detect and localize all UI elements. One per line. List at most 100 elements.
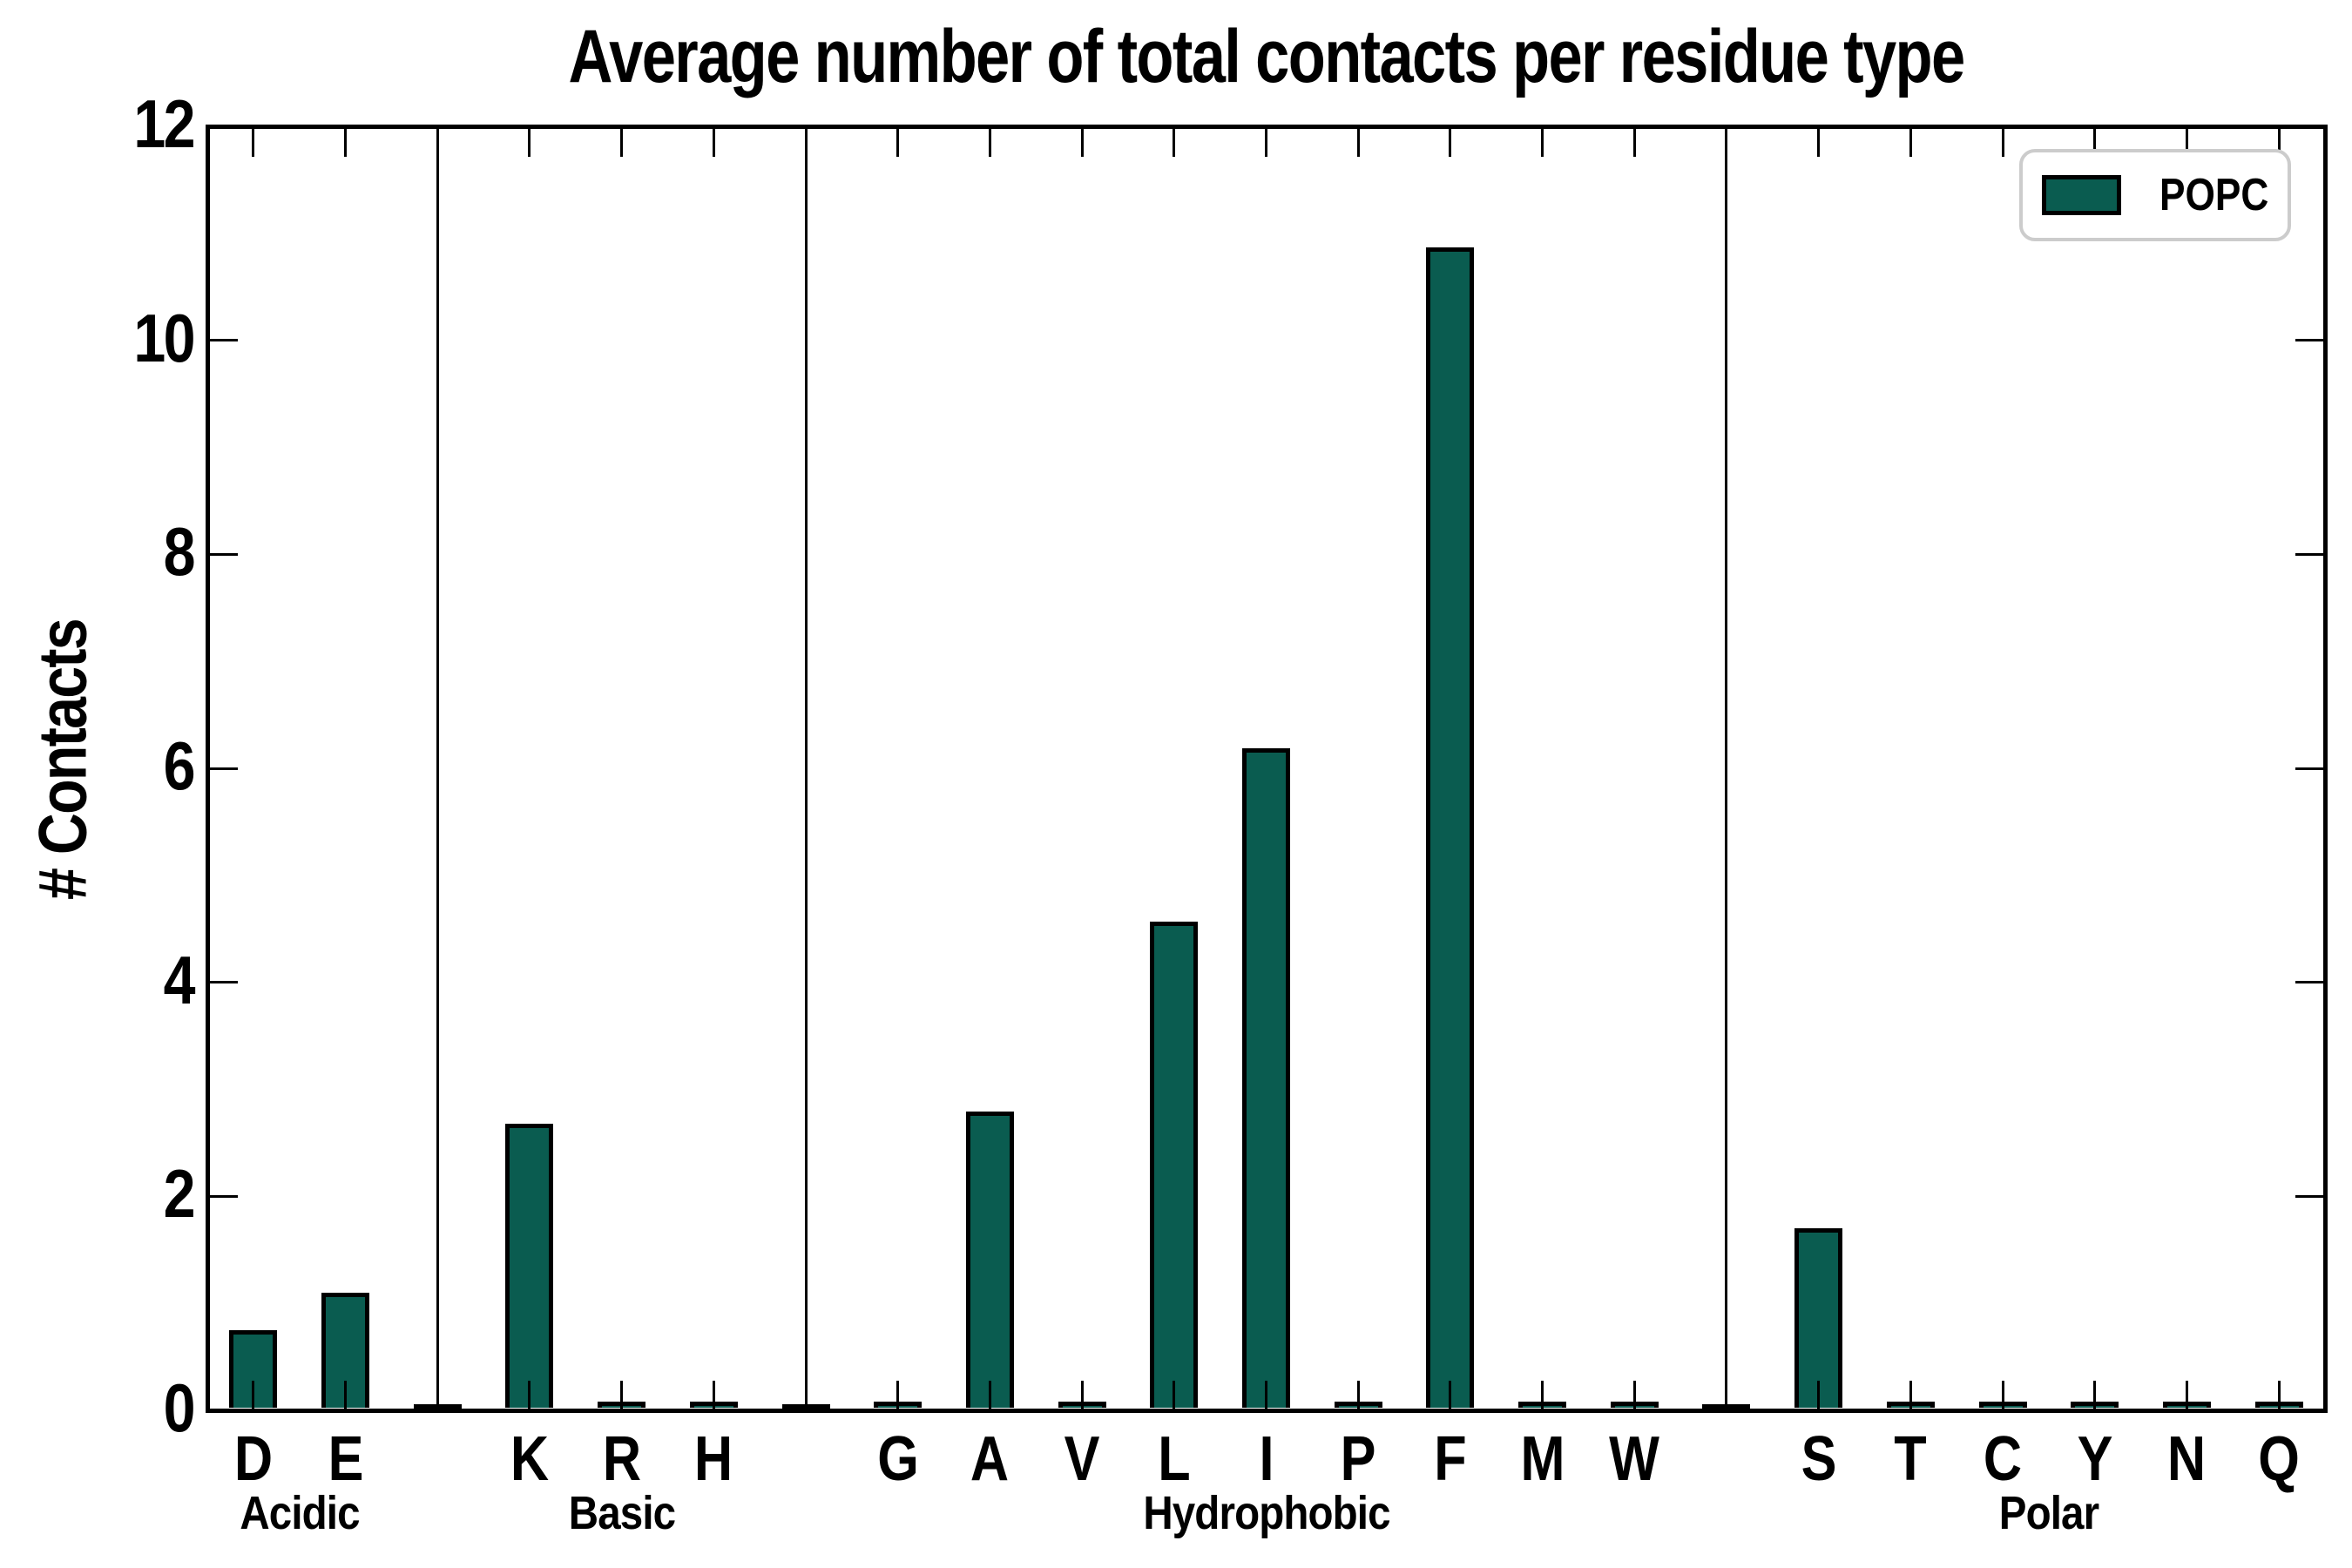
group-label-polar: Polar <box>1998 1487 2099 1539</box>
bar-A <box>965 1112 1014 1409</box>
x-tick-label-S: S <box>1801 1424 1837 1494</box>
x-axis-tick-D <box>252 1380 255 1409</box>
y-axis-tick-8 <box>209 552 238 556</box>
x-axis-spine <box>205 1408 2328 1413</box>
y-axis-right-tick-8 <box>2295 552 2323 556</box>
x-tick-label-G: G <box>876 1424 919 1494</box>
x-axis-tick-G <box>896 1380 900 1409</box>
x-tick-label-C: C <box>1983 1424 2023 1494</box>
x-tick-label-T: T <box>1894 1424 1928 1494</box>
x-tick-label-F: F <box>1434 1424 1467 1494</box>
x-axis-tick-R <box>620 1380 624 1409</box>
bar-K <box>505 1123 554 1409</box>
x-axis-top-tick-R <box>620 128 624 157</box>
x-axis-tick-F <box>1449 1380 1452 1409</box>
x-tick-label-R: R <box>602 1424 641 1494</box>
x-axis-top-tick-Q <box>2277 128 2281 157</box>
x-axis-tick-A <box>988 1380 991 1409</box>
y-axis-right-tick-2 <box>2295 1194 2323 1198</box>
x-axis-top-tick-G <box>896 128 900 157</box>
x-axis-top-tick-N <box>2185 128 2188 157</box>
x-tick-label-D: D <box>233 1424 273 1494</box>
y-axis-spine <box>205 124 210 1413</box>
x-axis-tick-S <box>1817 1380 1821 1409</box>
x-axis-tick-N <box>2185 1380 2188 1409</box>
y-axis-tick-6 <box>209 767 238 770</box>
x-axis-tick-V <box>1080 1380 1084 1409</box>
y-tick-label-12: 12 <box>133 84 195 162</box>
bar-I <box>1242 747 1290 1409</box>
legend: POPC <box>2019 149 2291 241</box>
x-axis-tick-P <box>1356 1380 1360 1409</box>
x-tick-label-Y: Y <box>2077 1424 2113 1494</box>
y-axis-right-tick-4 <box>2295 981 2323 984</box>
x-axis-top-tick-H <box>712 128 715 157</box>
chart-title: Average number of total contacts per res… <box>568 15 1965 98</box>
y-tick-label-4: 4 <box>163 941 196 1018</box>
x-axis-tick-K <box>528 1380 531 1409</box>
group-divider <box>804 126 808 1410</box>
group-label-hydrophobic: Hydrophobic <box>1142 1487 1390 1539</box>
x-axis-top-tick-I <box>1265 128 1267 157</box>
x-axis-top-tick-K <box>528 128 531 157</box>
y-axis-tick-10 <box>209 339 238 342</box>
y-axis-tick-2 <box>209 1194 238 1198</box>
x-axis-tick-W <box>1632 1380 1636 1409</box>
y-tick-label-2: 2 <box>163 1155 196 1233</box>
y-axis-right-tick-10 <box>2295 339 2323 342</box>
x-axis-top-tick-S <box>1817 128 1821 157</box>
y-tick-label-8: 8 <box>163 513 196 591</box>
x-axis-tick-M <box>1541 1380 1544 1409</box>
y-tick-label-0: 0 <box>163 1369 196 1446</box>
x-tick-label-M: M <box>1520 1424 1565 1494</box>
x-axis-top-tick-T <box>1909 128 1912 157</box>
y-tick-label-6: 6 <box>163 727 196 804</box>
x-axis-tick-T <box>1909 1380 1912 1409</box>
legend-swatch-popc <box>2042 175 2121 215</box>
x-axis-tick-Y <box>2093 1380 2097 1409</box>
right-spine <box>2322 124 2328 1413</box>
x-tick-label-V: V <box>1064 1424 1100 1494</box>
x-axis-top-tick-W <box>1632 128 1636 157</box>
group-label-acidic: Acidic <box>240 1487 360 1539</box>
x-tick-label-K: K <box>510 1424 550 1494</box>
x-axis-top-tick-Y <box>2093 128 2097 157</box>
x-tick-label-Q: Q <box>2258 1424 2300 1494</box>
x-tick-label-L: L <box>1158 1424 1191 1494</box>
group-label-basic: Basic <box>568 1487 675 1539</box>
x-tick-label-I: I <box>1258 1424 1274 1494</box>
bar-S <box>1794 1228 1843 1409</box>
x-axis-tick-C <box>2001 1380 2004 1409</box>
top-spine <box>205 124 2328 129</box>
x-axis-top-tick-M <box>1541 128 1544 157</box>
bar-F <box>1426 247 1475 1409</box>
x-axis-tick-Q <box>2277 1380 2281 1409</box>
x-axis-tick-I <box>1265 1380 1267 1409</box>
x-tick-label-E: E <box>328 1424 363 1494</box>
x-axis-top-tick-D <box>252 128 255 157</box>
zero-bar-bump <box>1702 1403 1751 1409</box>
x-tick-label-N: N <box>2167 1424 2207 1494</box>
legend-label: POPC <box>2159 170 2268 220</box>
x-axis-top-tick-P <box>1356 128 1360 157</box>
x-tick-label-H: H <box>694 1424 733 1494</box>
x-axis-top-tick-A <box>988 128 991 157</box>
y-axis-tick-4 <box>209 981 238 984</box>
x-axis-top-tick-L <box>1173 128 1176 157</box>
x-axis-tick-H <box>712 1380 715 1409</box>
x-axis-top-tick-C <box>2001 128 2004 157</box>
y-tick-label-10: 10 <box>133 299 195 376</box>
x-axis-tick-L <box>1173 1380 1176 1409</box>
zero-bar-bump <box>781 1403 830 1409</box>
y-axis-right-tick-6 <box>2295 767 2323 770</box>
x-tick-label-P: P <box>1340 1424 1376 1494</box>
group-divider <box>436 126 439 1410</box>
x-axis-top-tick-E <box>344 128 348 157</box>
x-axis-tick-E <box>344 1380 348 1409</box>
x-axis-top-tick-V <box>1080 128 1084 157</box>
x-tick-label-A: A <box>970 1424 1010 1494</box>
x-axis-top-tick-F <box>1449 128 1452 157</box>
bar-L <box>1150 921 1199 1409</box>
zero-bar-bump <box>413 1403 462 1409</box>
